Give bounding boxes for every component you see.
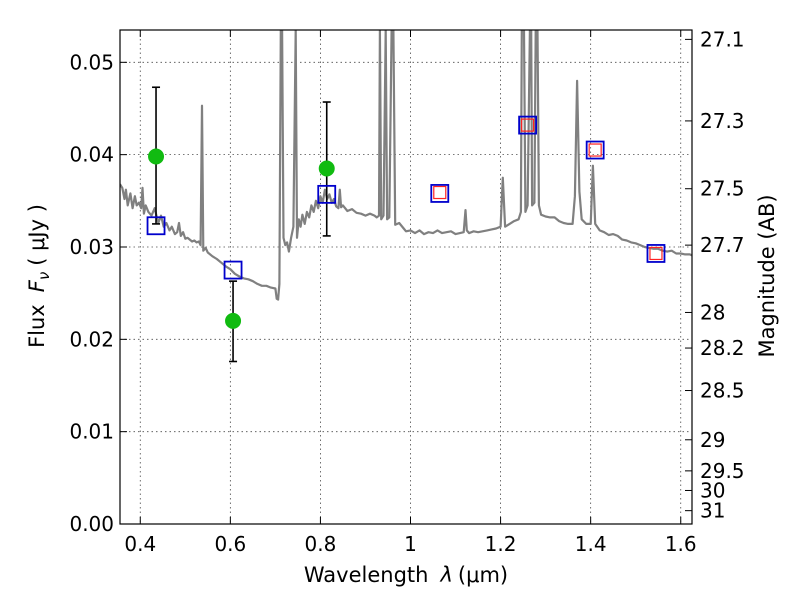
y-tick-label: 0.05 — [69, 50, 114, 74]
x-tick-label: 1 — [404, 532, 417, 556]
observed-flux-point — [318, 160, 335, 177]
y-axis-label-unit: ( μJy ) — [25, 204, 49, 266]
magnitude-tick-label: 28.5 — [700, 379, 745, 403]
magnitude-tick-label: 27.7 — [700, 233, 745, 257]
y-tick-label: 0.01 — [69, 420, 114, 444]
model-flux-marker — [146, 216, 166, 236]
magnitude-tick-label: 27.5 — [700, 177, 745, 201]
magnitude-tick-label: 28 — [700, 300, 725, 324]
magnitude-tick-label: 28.2 — [700, 336, 745, 360]
axis-ticks: 0.4 0.6 0.8 1 1.2 1.4 1.6 0.00 0.01 0.02 0.03 0.04 0… — [69, 27, 744, 556]
magnitude-tick-label: 27.3 — [700, 109, 745, 133]
magnitude-axis-label: Magnitude (AB) — [755, 194, 779, 357]
x-tick-label: 1.2 — [485, 532, 517, 556]
x-axis-label-text: Wavelength — [304, 563, 429, 587]
model-flux-marker — [585, 140, 605, 160]
model-flux-marker — [223, 260, 243, 280]
y-tick-label: 0.03 — [69, 235, 114, 259]
x-axis-label-symbol: λ — [439, 563, 452, 587]
series-group — [120, 30, 692, 363]
y-axis-label-subscript: ν — [35, 272, 53, 280]
y-axis-label: Flux Fν ( μJy ) — [25, 204, 53, 348]
y-tick-label: 0.04 — [69, 143, 114, 167]
axes-frame — [119, 29, 693, 525]
model-flux-marker — [518, 115, 538, 135]
x-tick-label: 1.4 — [575, 532, 607, 556]
y-axis-label-symbol: F — [25, 279, 49, 292]
spectrum-line — [120, 30, 692, 301]
x-tick-label: 0.6 — [214, 532, 246, 556]
axes-border — [119, 29, 693, 525]
y-tick-label: 0.00 — [69, 512, 114, 536]
y-axis-label-text: Flux — [25, 304, 49, 348]
magnitude-tick-label: 31 — [700, 499, 725, 523]
magnitude-tick-label: 30 — [700, 478, 725, 502]
plot-area — [120, 30, 692, 524]
model-flux-marker — [646, 244, 666, 263]
synthetic-flux-marker — [588, 143, 602, 157]
x-tick-label: 1.6 — [665, 532, 697, 556]
x-tick-label: 0.4 — [124, 532, 156, 556]
observed-flux-point — [148, 148, 165, 165]
magnitude-tick-label: 27.1 — [700, 27, 745, 51]
model-flux-marker — [430, 184, 450, 203]
model-flux-marker — [317, 184, 337, 204]
x-tick-label: 0.8 — [305, 532, 337, 556]
x-axis-label-unit: (μm) — [458, 563, 508, 587]
x-axis-label: Wavelength λ (μm) — [304, 563, 508, 587]
synthetic-flux-marker — [433, 185, 447, 200]
plot-background — [120, 30, 692, 524]
magnitude-tick-label: 29 — [700, 428, 725, 452]
observed-flux-point — [225, 312, 242, 329]
synthetic-flux-marker — [649, 246, 663, 261]
magnitude-tick-label: 29.5 — [700, 459, 745, 483]
synthetic-flux-marker — [521, 118, 535, 132]
y-tick-label: 0.02 — [69, 327, 114, 351]
